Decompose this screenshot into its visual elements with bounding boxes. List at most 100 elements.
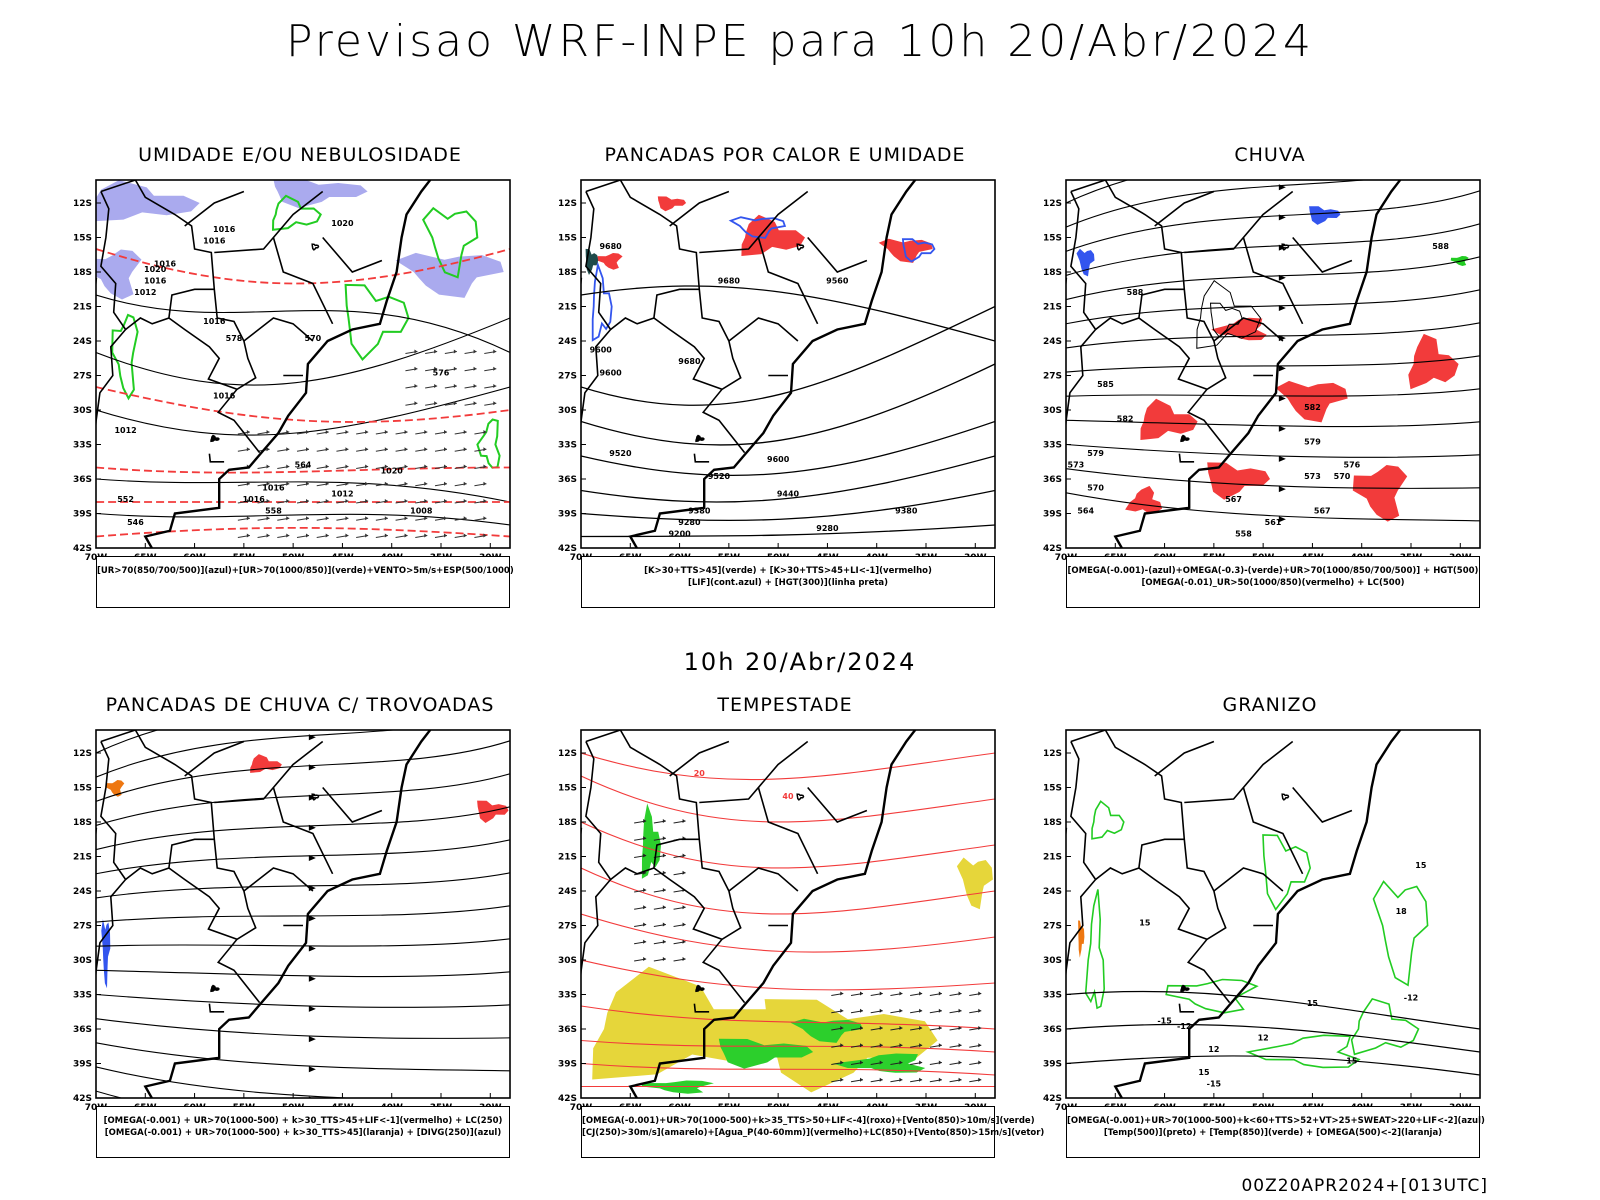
lat-tick-label: 21S xyxy=(1043,853,1062,863)
lat-tick-label: 30S xyxy=(73,406,92,416)
streamlines xyxy=(1066,180,1480,523)
wind-arrowhead xyxy=(860,1026,863,1030)
wind-arrowhead xyxy=(365,533,369,538)
federal-district xyxy=(311,243,320,251)
legend-line: [OMEGA(-0.001)+UR>70(1000-500)+k<60+TTS>… xyxy=(1067,1116,1485,1126)
lat-tick-label: 27S xyxy=(73,372,92,382)
country-border xyxy=(1138,317,1208,391)
rain-area xyxy=(1207,462,1270,500)
country-border xyxy=(100,180,261,454)
lat-tick-label: 42S xyxy=(73,1094,92,1104)
wind-arrowhead xyxy=(879,1026,883,1030)
wind-arrowhead xyxy=(662,870,666,875)
lat-tick-label: 18S xyxy=(73,818,92,828)
lat-tick-label: 33S xyxy=(73,441,92,451)
instability-area xyxy=(657,196,687,212)
contour-line xyxy=(96,386,510,436)
lat-tick-label: 42S xyxy=(558,544,577,554)
streamline xyxy=(96,730,400,778)
legend-line: [OMEGA(-0.001)+UR>70(1000-500)+k>35_TTS>… xyxy=(582,1116,1035,1126)
rain-area xyxy=(1125,485,1163,513)
wind-arrowhead xyxy=(325,481,329,486)
lat-tick-label: 39S xyxy=(73,1060,92,1070)
wind-arrowhead xyxy=(424,499,428,503)
country-border xyxy=(96,191,127,431)
streamline xyxy=(1066,322,1480,349)
wind-arrowhead xyxy=(404,533,408,538)
contour-line xyxy=(581,524,995,538)
wind-arrowhead xyxy=(662,922,666,927)
contour-line xyxy=(96,294,510,353)
wind-arrowhead xyxy=(682,819,686,823)
wind-arrowhead xyxy=(306,481,309,486)
contour-label: 1012 xyxy=(331,489,353,498)
rain-area xyxy=(1275,380,1348,423)
contour-label: 9380 xyxy=(895,507,918,516)
wind-arrowhead xyxy=(345,516,349,521)
wind-arrowhead xyxy=(463,499,467,503)
humidity-contour xyxy=(111,313,139,401)
contour-line xyxy=(581,775,995,823)
contour-line xyxy=(96,526,510,538)
country-border xyxy=(125,288,215,331)
wind-arrowhead xyxy=(266,533,270,538)
wind-arrowhead xyxy=(345,533,349,538)
panel-title: PANCADAS POR CALOR E UMIDADE xyxy=(604,144,966,166)
atlantic-coastline xyxy=(1113,730,1402,1098)
country-border xyxy=(243,867,314,892)
streamline-arrow xyxy=(308,945,316,952)
streamline-arrow xyxy=(308,1066,316,1073)
wind-arrowhead xyxy=(306,516,309,521)
streamline-arrow xyxy=(308,975,316,982)
lat-tick-label: 36S xyxy=(1043,1025,1062,1035)
contour-label: 573 xyxy=(1304,472,1321,481)
temp850-contour xyxy=(1165,978,1259,1014)
contour-label: 578 xyxy=(226,334,243,343)
wind-arrowhead xyxy=(424,516,428,521)
contour-line xyxy=(96,317,510,386)
country-border xyxy=(322,786,383,823)
wind-arrowhead xyxy=(662,905,666,910)
country-border xyxy=(214,190,324,254)
wind-arrowhead xyxy=(840,1008,844,1013)
contour-line xyxy=(96,466,510,474)
contour-label: -15 xyxy=(1207,1080,1222,1089)
country-border xyxy=(669,740,730,777)
streamline xyxy=(1066,468,1480,489)
panel-title: CHUVA xyxy=(1234,144,1306,166)
contour-label: 546 xyxy=(127,518,144,527)
map-tempestade: 204012S15S18S21S24S27S30S33S36S39S42S70W… xyxy=(558,729,996,1113)
contour-line xyxy=(96,386,510,423)
contour-label: 1016 xyxy=(203,236,226,245)
valid-time-title: 10h 20/Abr/2024 xyxy=(683,648,917,676)
atlantic-coastline xyxy=(143,180,432,548)
lagoon xyxy=(695,434,705,443)
country-border xyxy=(184,740,245,777)
country-border xyxy=(1154,190,1215,227)
wind-arrowhead xyxy=(938,1060,942,1065)
wind-arrowhead xyxy=(483,516,487,521)
contour-label: 564 xyxy=(1077,507,1094,516)
divergence-area xyxy=(101,919,111,989)
streamline xyxy=(96,806,510,851)
streamline xyxy=(96,969,510,978)
wind-arrowhead xyxy=(463,464,467,469)
contour-label: 573 xyxy=(1068,461,1085,470)
atlantic-coastline xyxy=(1113,180,1402,548)
contour-line xyxy=(96,248,510,285)
wind-arrowhead xyxy=(879,1008,883,1013)
streamline xyxy=(1066,180,1130,204)
wind-arrowhead xyxy=(246,447,250,452)
map-frame xyxy=(95,179,511,549)
legend-line: [OMEGA(-0.001)-(azul)+OMEGA(-0.3)-(verde… xyxy=(1067,566,1479,576)
wind-arrowhead xyxy=(978,1008,982,1013)
contour-line xyxy=(581,959,995,991)
lat-tick-label: 36S xyxy=(558,475,577,485)
temp850-contour xyxy=(1350,997,1420,1056)
legend-pancadas-calor: [K>30+TTS>45](verde) + [K>30+TTS>45+LI<-… xyxy=(581,556,995,608)
panel-title: PANCADAS DE CHUVA C/ TROVOADAS xyxy=(105,694,495,716)
wind-arrowhead xyxy=(404,516,408,521)
wind-arrowhead xyxy=(899,1026,903,1030)
legend-line: [LIF](cont.azul) + [HGT(300)](linha pret… xyxy=(687,578,889,588)
wind-arrowhead xyxy=(899,991,903,996)
